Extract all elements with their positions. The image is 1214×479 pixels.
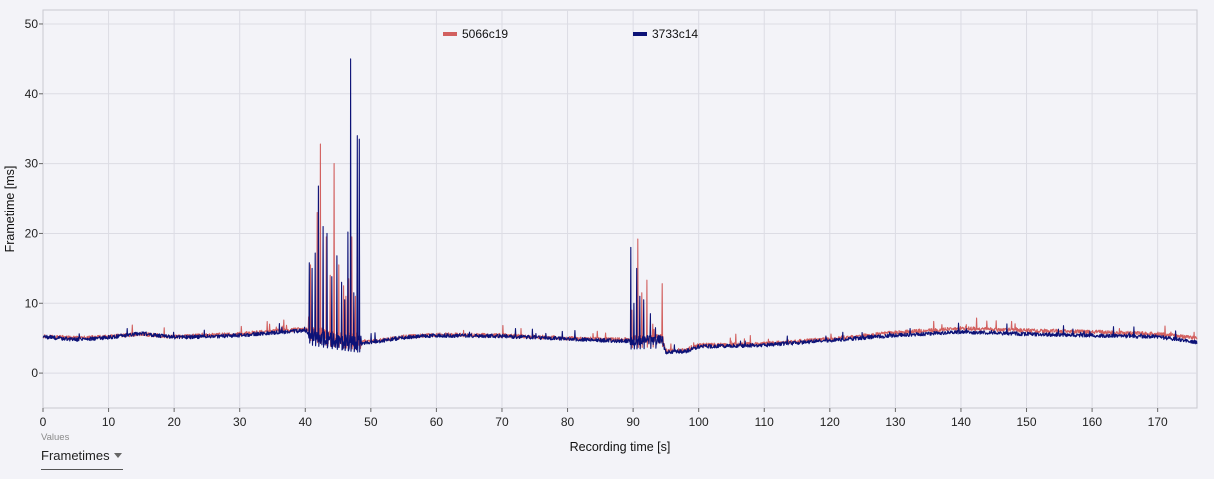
x-tick-label: 40 [299, 415, 313, 429]
y-tick-label: 10 [25, 296, 39, 310]
values-caption: Values [41, 432, 70, 443]
legend-label: 5066c19 [462, 27, 508, 41]
values-selected-value: Frametimes [41, 448, 110, 463]
y-tick-label: 20 [25, 226, 39, 240]
plot-area [42, 9, 1198, 409]
x-tick-label: 120 [820, 415, 840, 429]
x-tick-label: 80 [561, 415, 575, 429]
x-tick-label: 10 [102, 415, 116, 429]
y-axis-title: Frametime [ms] [3, 166, 17, 253]
x-tick-label: 150 [1017, 415, 1037, 429]
x-tick-label: 100 [689, 415, 709, 429]
legend-item-5066c19[interactable]: 5066c19 [443, 27, 508, 41]
y-axis: 0 10 20 30 40 50 [25, 17, 43, 380]
x-tick-label: 110 [755, 415, 774, 429]
x-tick-label: 170 [1148, 415, 1168, 429]
legend-label: 3733c14 [652, 27, 698, 41]
y-tick-label: 40 [25, 87, 39, 101]
x-tick-label: 160 [1082, 415, 1102, 429]
x-tick-label: 70 [495, 415, 509, 429]
chevron-down-icon[interactable] [114, 453, 122, 458]
values-select[interactable]: Frametimes [41, 448, 123, 470]
x-axis: 0 10 20 30 40 50 60 70 80 90 100 110 120 130 140 150 160… [40, 408, 1168, 429]
values-dropdown[interactable]: Values Frametimes [41, 432, 123, 470]
grid-lines [43, 10, 1197, 408]
x-axis-title: Recording time [s] [570, 440, 671, 454]
y-tick-label: 30 [25, 157, 39, 171]
x-tick-label: 50 [364, 415, 378, 429]
legend-item-3733c14[interactable]: 3733c14 [633, 27, 698, 41]
x-tick-label: 140 [951, 415, 971, 429]
x-tick-label: 30 [233, 415, 247, 429]
x-tick-label: 130 [885, 415, 905, 429]
x-tick-label: 0 [40, 415, 47, 429]
x-tick-label: 20 [167, 415, 181, 429]
y-tick-label: 0 [31, 366, 38, 380]
series-line-3733c14 [42, 58, 1198, 355]
x-tick-label: 90 [626, 415, 640, 429]
x-tick-label: 60 [430, 415, 444, 429]
legend: 5066c19 3733c14 [443, 27, 698, 41]
series-lines [42, 58, 1198, 355]
y-tick-label: 50 [25, 17, 39, 31]
